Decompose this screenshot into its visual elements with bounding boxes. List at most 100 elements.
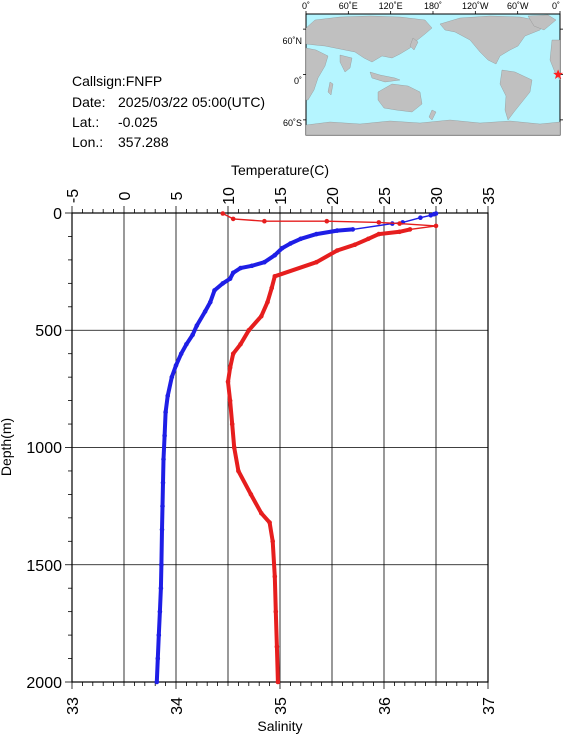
- salinity-profile-point: [262, 218, 267, 224]
- temperature-profile-point: [334, 228, 340, 233]
- map-lon-label-2: 120˚E: [379, 1, 403, 11]
- lat-value: -0.025: [118, 114, 158, 130]
- salinity-profile-point: [225, 379, 231, 385]
- station-location-marker-icon: [553, 69, 564, 79]
- temperature-profile-point: [157, 609, 163, 614]
- salinity-axis-title: Salinity: [257, 718, 302, 734]
- temp-tick-label-8: 35: [481, 187, 498, 205]
- land-indonesia: [369, 71, 401, 83]
- salinity-profile-point: [334, 248, 340, 253]
- salinity-profile-point: [274, 644, 280, 650]
- salinity-profile-dense-line: [226, 227, 411, 683]
- land-africa-west: [549, 39, 561, 81]
- depth-tick-label-2: 1000: [26, 440, 62, 457]
- lat-label: Lat.:: [72, 114, 99, 130]
- temperature-profile-point: [178, 351, 184, 357]
- salinity-profile-point: [259, 510, 264, 516]
- depth-tick-label-0: 0: [53, 206, 62, 223]
- salinity-profile-point: [273, 609, 279, 614]
- temperature-profile-point: [162, 433, 167, 439]
- temperature-profile-point: [165, 393, 170, 399]
- temperature-profile-point: [161, 456, 166, 462]
- map-lat-tick-labels: 60˚N 0˚ 60˚S: [282, 36, 302, 128]
- temp-tick-label-5: 20: [325, 187, 342, 205]
- callsign-label: Callsign:FNFP: [72, 73, 162, 89]
- depth-axis-title: Depth(m): [0, 418, 14, 476]
- temperature-profile-point: [227, 276, 233, 282]
- salinity-profile-point: [267, 520, 272, 525]
- depth-tick-label-3: 1500: [26, 558, 62, 575]
- temperature-profile-point: [163, 410, 168, 415]
- map-lon-label-0: 0˚: [302, 1, 310, 11]
- salinity-profile-point: [270, 539, 276, 544]
- land-eurasia: [305, 15, 433, 63]
- temperature-profile-point: [202, 309, 208, 314]
- sal-tick-label-4: 37: [481, 697, 498, 715]
- temp-tick-label-6: 25: [377, 187, 394, 205]
- temperature-profile-point: [220, 281, 226, 286]
- temperature-profile-point: [428, 213, 434, 218]
- land-north-america: [439, 15, 546, 65]
- land-australia: [377, 83, 423, 113]
- depth-axis: Depth(m) 0 500 1000 1500 2000: [0, 206, 62, 692]
- temp-tick-label-0: -5: [65, 189, 82, 203]
- salinity-profile-point: [272, 274, 278, 279]
- temperature-profile-point: [173, 363, 179, 368]
- salinity-profile-point: [376, 231, 382, 237]
- salinity-profile-point: [272, 574, 278, 579]
- temperature-profile-point: [298, 236, 304, 242]
- salinity-profile-point: [236, 468, 241, 474]
- minor-ticks: [65, 206, 489, 689]
- salinity-profile-point: [397, 229, 402, 235]
- temperature-profile-point: [238, 265, 243, 271]
- temperature-profile-point: [190, 332, 195, 338]
- temperature-profile-point: [208, 299, 213, 305]
- salinity-profile-point: [246, 328, 252, 333]
- sal-tick-label-3: 36: [377, 697, 394, 715]
- map-lon-label-1: 60˚E: [339, 1, 358, 11]
- land-india: [339, 54, 353, 73]
- temperature-profile-point: [159, 562, 164, 568]
- temperature-profile-point: [279, 245, 285, 251]
- temperature-profile-point: [160, 503, 165, 509]
- temp-tick-label-3: 10: [221, 187, 238, 205]
- salinity-profile-group: [220, 211, 439, 685]
- land-greenland: [527, 14, 557, 31]
- salinity-profile-point: [407, 227, 413, 232]
- land-japan: [409, 37, 419, 51]
- temperature-axis: Temperature(C) -5 0 5 10 15 20 25 30 35: [65, 162, 498, 205]
- map-lon-label-6: 0˚: [552, 1, 560, 11]
- map-land: [305, 14, 561, 136]
- salinity-profile-point: [433, 223, 439, 229]
- salinity-profile-point: [230, 351, 236, 357]
- salinity-profile-point: [376, 220, 382, 225]
- temperature-profile-point: [212, 288, 217, 293]
- temperature-profile-point: [158, 585, 164, 591]
- temperature-profile-point: [272, 252, 278, 258]
- location-map: 0˚ 60˚E 120˚E 180˚ 120˚W 60˚W 0˚ 60˚N 0˚…: [282, 1, 564, 136]
- temperature-profile-point: [249, 263, 255, 269]
- land-africa: [305, 47, 329, 101]
- grid-lines: [71, 212, 489, 683]
- temperature-profile-dense-line: [154, 227, 353, 683]
- map-lon-label-5: 60˚W: [507, 1, 529, 11]
- salinity-profile-point: [324, 218, 330, 224]
- salinity-profile-point: [231, 445, 237, 450]
- depth-tick-label-4: 2000: [26, 675, 62, 692]
- temperature-axis-title: Temperature(C): [231, 162, 329, 178]
- salinity-profile-point: [248, 492, 254, 497]
- temperature-profile-point: [160, 480, 166, 486]
- sal-tick-label-2: 35: [273, 697, 290, 715]
- lon-label: Lon.:: [72, 134, 103, 150]
- salinity-profile-point: [229, 421, 235, 427]
- temperature-profile-point: [156, 632, 162, 638]
- salinity-profile-point: [352, 242, 358, 247]
- temperature-profile-point: [418, 215, 423, 220]
- temperature-profile-point: [169, 374, 175, 380]
- temperature-profile-point: [230, 270, 236, 276]
- salinity-profile-point: [366, 236, 371, 242]
- salinity-profile-point: [269, 285, 275, 291]
- salinity-profile-point: [314, 259, 319, 265]
- salinity-profile-point: [220, 211, 226, 216]
